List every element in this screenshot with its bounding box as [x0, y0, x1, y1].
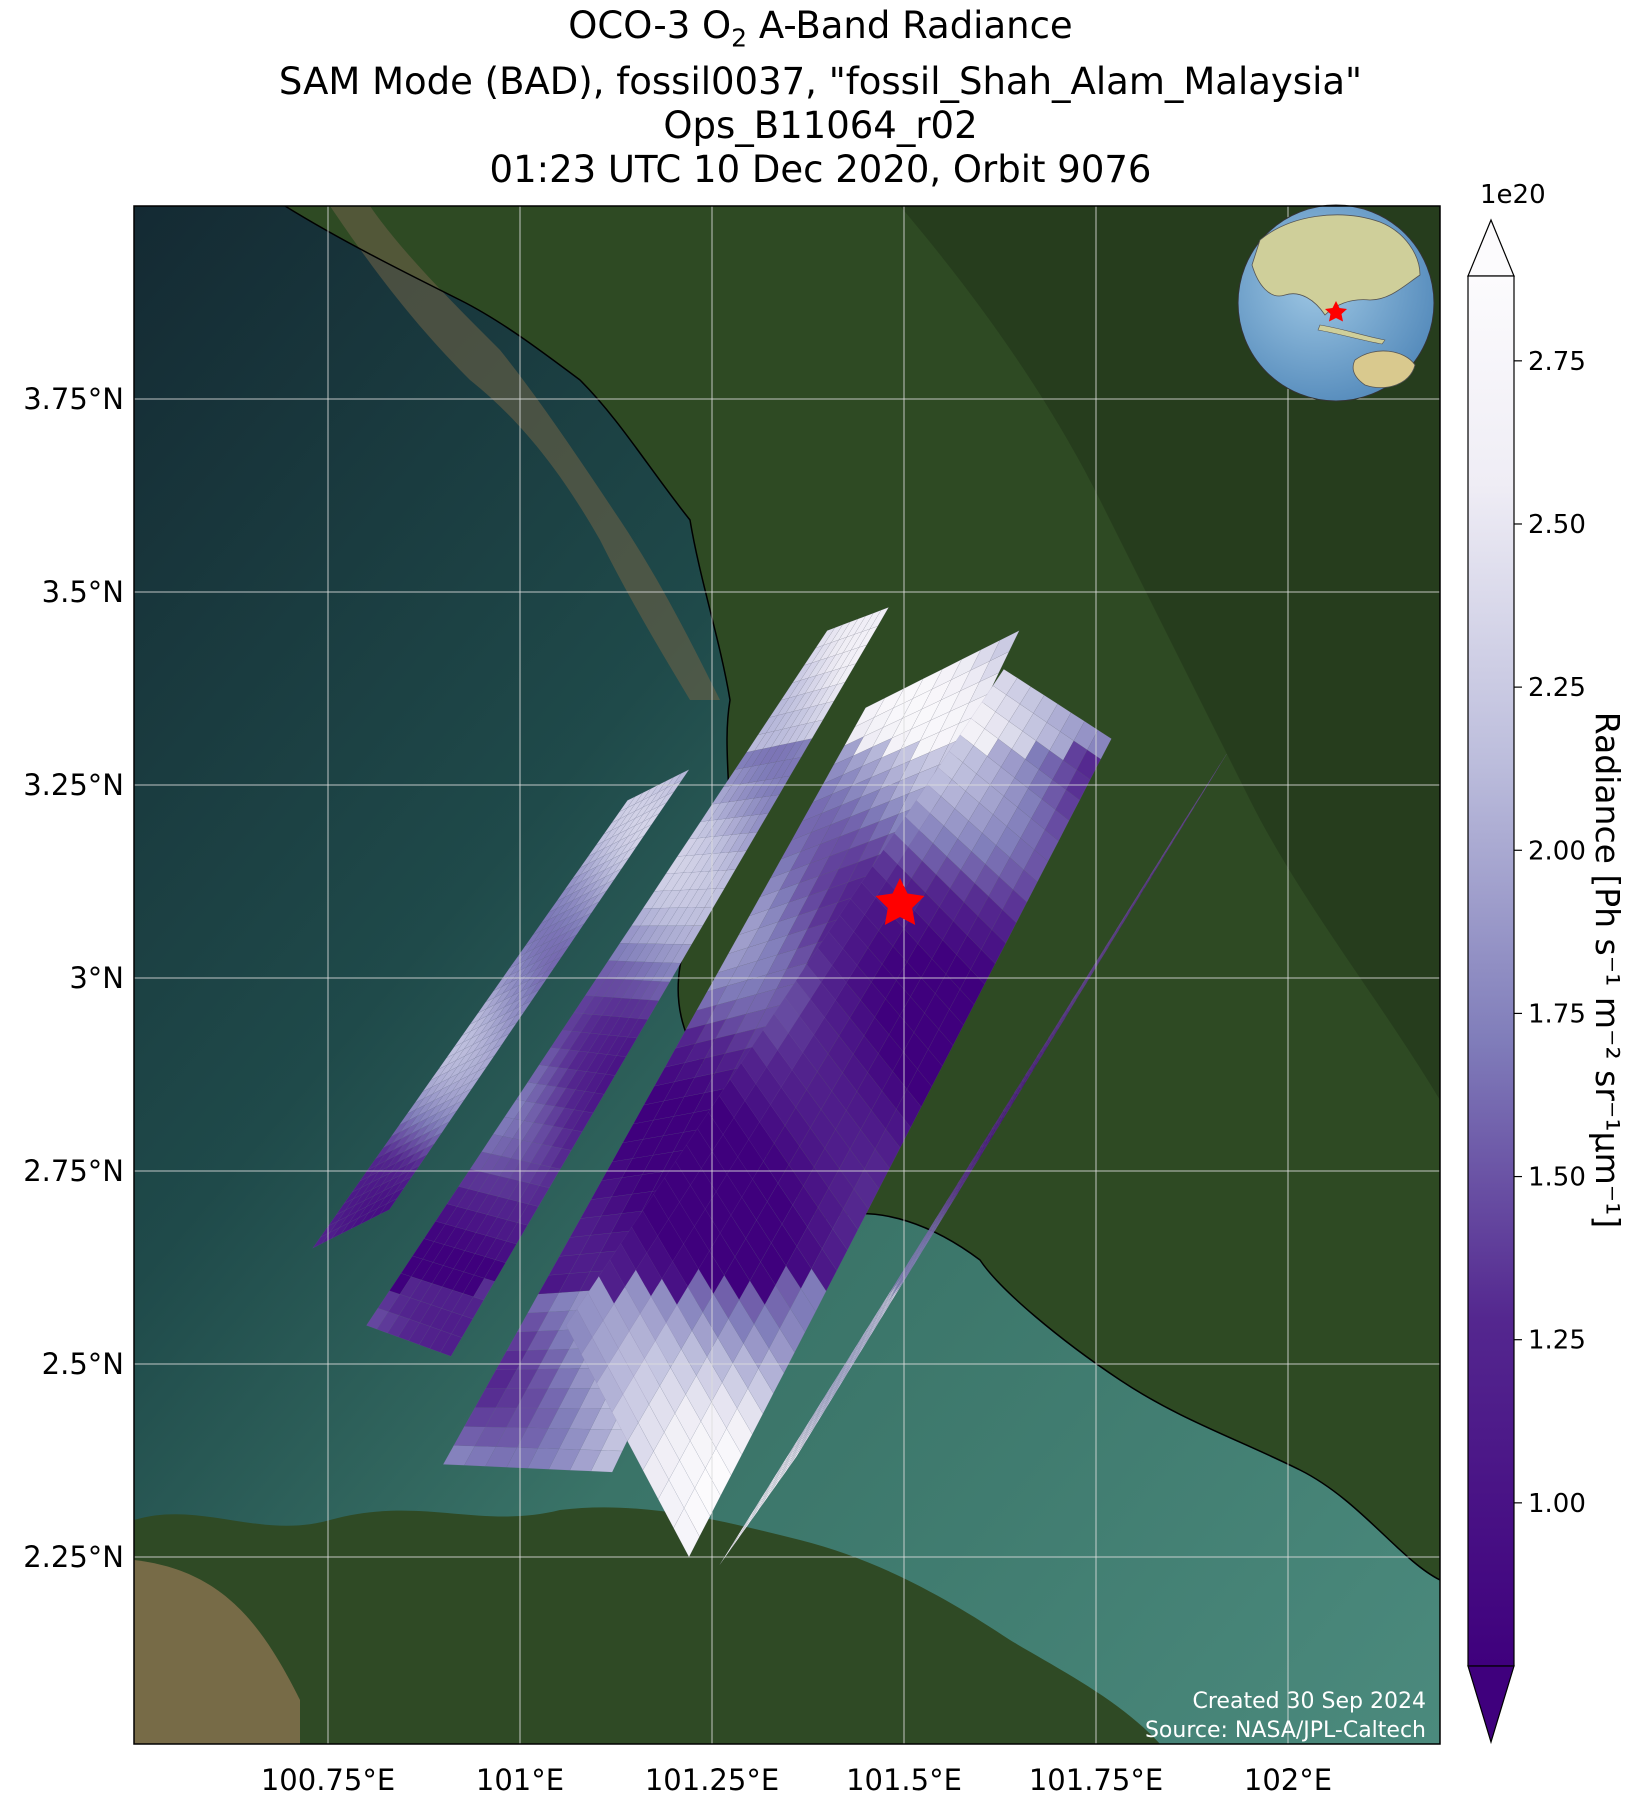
y-tick-label: 3.5°N — [42, 575, 124, 609]
colorbar-tick-label: 1.25 — [1528, 1326, 1586, 1356]
credit-created: Created 30 Sep 2024 — [1193, 1689, 1427, 1714]
x-tick-label: 100.75°E — [261, 1763, 395, 1796]
y-tick-label: 2.75°N — [23, 1154, 124, 1188]
y-tick-label: 2.25°N — [23, 1540, 124, 1574]
sediment-plume — [134, 1560, 300, 1744]
inset-globe — [1237, 204, 1435, 402]
y-axis-ticks: 2.25°N 2.5°N 2.75°N 3°N 3.25°N 3.5°N 3.75°N — [23, 382, 124, 1574]
radiance-cell — [673, 769, 690, 785]
colorbar-tick-label: 1.50 — [1528, 1163, 1586, 1193]
colorbar-ticks: 1.00 1.25 1.50 1.75 2.00 2.25 2.50 2.75 — [1514, 347, 1586, 1519]
x-tick-label: 101.5°E — [846, 1763, 962, 1796]
radiance-cell — [989, 630, 1020, 662]
colorbar-upper-extension — [1467, 218, 1515, 277]
colorbar-tick-label: 2.75 — [1528, 347, 1586, 377]
x-axis-ticks: 100.75°E 101°E 101.25°E 101.5°E 101.75°E 102°… — [261, 1763, 1332, 1796]
colorbar-tick-label: 1.75 — [1528, 999, 1586, 1029]
colorbar-multiplier: 1e20 — [1480, 180, 1546, 210]
colorbar-lower-extension — [1467, 1665, 1515, 1745]
coastline — [284, 206, 1440, 1581]
x-tick-label: 101.25°E — [645, 1763, 779, 1796]
chart-title: OCO-3 O2 A-Band Radiance SAM Mode (BAD),… — [0, 4, 1641, 192]
colorbar-body — [1467, 275, 1515, 1667]
swath-4 — [565, 668, 1112, 1558]
swath-1 — [312, 769, 690, 1249]
y-tick-label: 3°N — [69, 961, 124, 995]
title-line-4: 01:23 UTC 10 Dec 2020, Orbit 9076 — [489, 148, 1152, 192]
colorbar-tick-label: 2.50 — [1528, 510, 1586, 540]
map-frame — [133, 205, 1441, 1745]
radiance-cell — [1208, 753, 1227, 783]
coastal-sediment — [330, 206, 720, 700]
globe-indonesia-land — [1317, 324, 1386, 345]
mountain-shade — [900, 206, 1440, 1100]
target-star-marker — [875, 878, 925, 925]
x-tick-label: 101°E — [476, 1763, 564, 1796]
title-line-3: Ops_B11064_r02 — [663, 104, 978, 148]
swath-2 — [366, 607, 890, 1357]
credit-source: Source: NASA/JPL-Caltech — [1145, 1718, 1426, 1743]
x-tick-label: 101.75°E — [1029, 1763, 1163, 1796]
colorbar-label: Radiance [Ph s⁻¹ m⁻² sr⁻¹µm⁻¹] — [1588, 712, 1627, 1228]
y-tick-label: 2.5°N — [42, 1347, 124, 1381]
y-tick-label: 3.25°N — [23, 768, 124, 802]
globe-star-marker — [1325, 301, 1347, 322]
radiance-cell — [869, 607, 890, 630]
globe-australia-land — [1352, 350, 1416, 389]
y-tick-label: 3.75°N — [23, 382, 124, 416]
title-line-2: SAM Mode (BAD), fossil0037, "fossil_Shah… — [278, 60, 1363, 104]
colorbar: 1e20 1.00 1.25 1.50 1.75 2.00 2.25 2.50 2.75 Ra… — [1467, 180, 1627, 1745]
radiance-swaths — [312, 607, 1227, 1565]
x-tick-label: 102°E — [1244, 1763, 1332, 1796]
title-line-1: OCO-3 O2 A-Band Radiance — [568, 4, 1073, 53]
colorbar-tick-label: 2.25 — [1528, 673, 1586, 703]
colorbar-tick-label: 1.00 — [1528, 1489, 1586, 1519]
colorbar-tick-label: 2.00 — [1528, 836, 1586, 866]
graticule — [134, 206, 1440, 1744]
globe-asia-land — [1251, 214, 1421, 316]
swath-5 — [719, 753, 1227, 1565]
